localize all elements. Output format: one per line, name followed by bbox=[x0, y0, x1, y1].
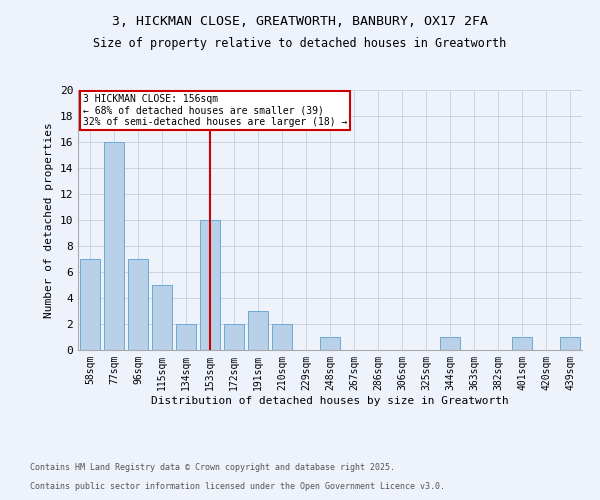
Y-axis label: Number of detached properties: Number of detached properties bbox=[44, 122, 54, 318]
Bar bbox=[224, 324, 244, 350]
Text: 3 HICKMAN CLOSE: 156sqm
← 68% of detached houses are smaller (39)
32% of semi-de: 3 HICKMAN CLOSE: 156sqm ← 68% of detache… bbox=[83, 94, 347, 127]
Bar bbox=[176, 324, 196, 350]
Bar bbox=[200, 220, 220, 350]
Bar bbox=[272, 324, 292, 350]
X-axis label: Distribution of detached houses by size in Greatworth: Distribution of detached houses by size … bbox=[151, 396, 509, 406]
Bar bbox=[440, 337, 460, 350]
Bar bbox=[248, 311, 268, 350]
Bar bbox=[320, 337, 340, 350]
Text: 3, HICKMAN CLOSE, GREATWORTH, BANBURY, OX17 2FA: 3, HICKMAN CLOSE, GREATWORTH, BANBURY, O… bbox=[112, 15, 488, 28]
Text: Contains public sector information licensed under the Open Government Licence v3: Contains public sector information licen… bbox=[30, 482, 445, 491]
Text: Size of property relative to detached houses in Greatworth: Size of property relative to detached ho… bbox=[94, 38, 506, 51]
Bar bbox=[560, 337, 580, 350]
Text: Contains HM Land Registry data © Crown copyright and database right 2025.: Contains HM Land Registry data © Crown c… bbox=[30, 464, 395, 472]
Bar bbox=[80, 259, 100, 350]
Bar bbox=[104, 142, 124, 350]
Bar bbox=[128, 259, 148, 350]
Bar bbox=[512, 337, 532, 350]
Bar bbox=[152, 285, 172, 350]
